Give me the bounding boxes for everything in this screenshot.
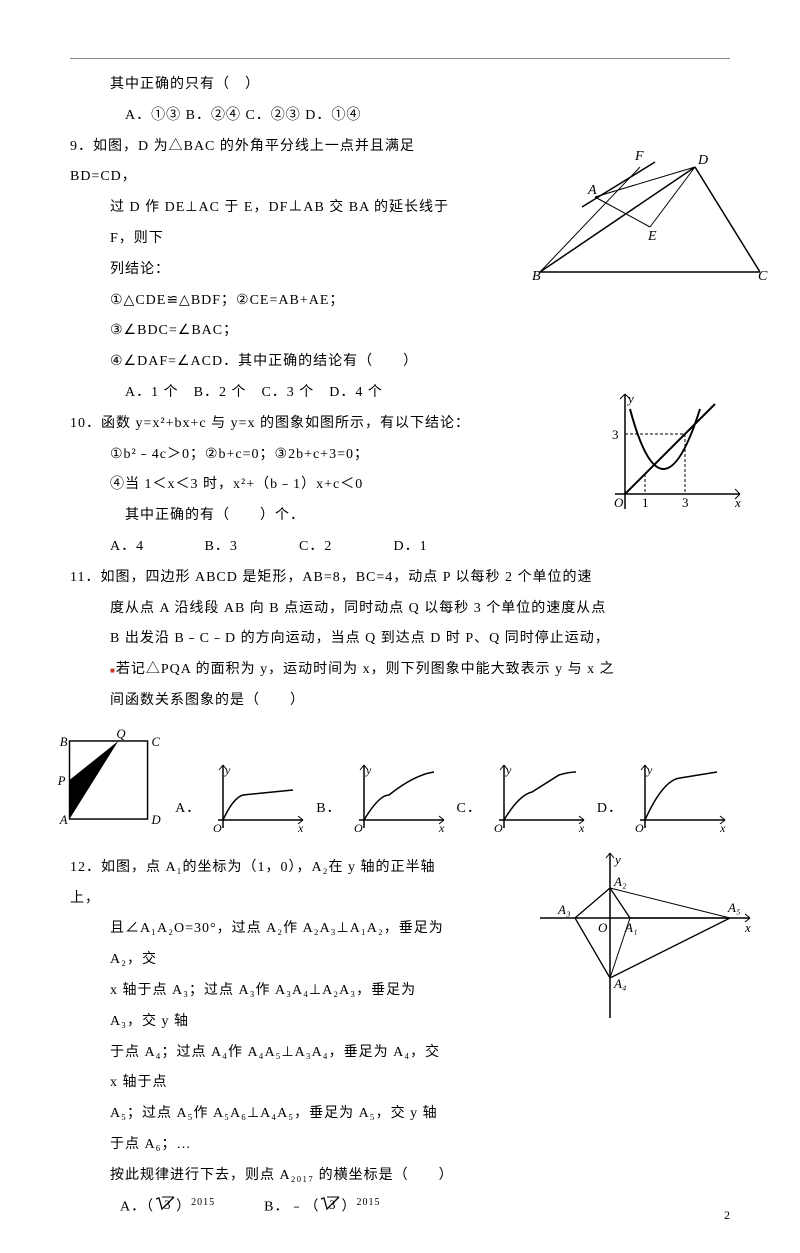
q11-line3: B 出发沿 B﹣C﹣D 的方向运动，当点 Q 到达点 D 时 P、Q 同时停止运… [70, 624, 730, 655]
q11-line2: 度从点 A 沿线段 AB 向 B 点运动，同时动点 Q 以每秒 3 个单位的速度… [70, 594, 730, 625]
svg-text:B: B [532, 269, 541, 282]
q12-optB-pre: B．﹣（ [264, 1199, 319, 1214]
svg-text:x: x [297, 821, 304, 835]
q12-optA-exp: 2015 [191, 1197, 215, 1208]
svg-text:x: x [578, 821, 585, 835]
svg-text:O: O [614, 495, 624, 510]
svg-text:F: F [634, 149, 644, 164]
q9-line1: 9．如图，D 为△BAC 的外角平分线上一点并且满足 BD=CD， [70, 132, 470, 194]
q9-line4: ①△CDE≌△BDF；②CE=AB+AE；③∠BDC=∠BAC； [70, 286, 470, 348]
q10-line1: 10．函数 y=x²+bx+c 与 y=x 的图象如图所示，有以下结论： [70, 409, 510, 440]
page-number: 2 [724, 1208, 730, 1223]
q10-options: A．4 B．3 C．2 D．1 [70, 532, 510, 563]
q12-line2: 且∠A₁A₂O=30°，过点 A₂作 A₂A₃⊥A₁A₂，垂足为 A₂，交 [70, 914, 450, 976]
svg-text:C: C [758, 269, 768, 282]
svg-text:y: y [646, 763, 653, 777]
q10-line4: 其中正确的有（ ）个． [70, 501, 510, 532]
q9-figure: A B C D E F [530, 142, 770, 287]
q11-optC-label: C． [457, 794, 482, 825]
svg-text:x: x [744, 920, 751, 935]
q12-line3: x 轴于点 A₃；过点 A₃作 A₃A₄⊥A₂A₃，垂足为 A₃，交 y 轴 [70, 976, 450, 1038]
svg-text:Q: Q [116, 727, 125, 741]
q10-text1: 函数 y=x²+bx+c 与 y=x 的图象如图所示，有以下结论： [101, 416, 470, 431]
q10-optB: B．3 [205, 532, 295, 563]
q11-optB-label: B． [316, 794, 341, 825]
svg-text:O: O [635, 821, 644, 835]
q11-text1: 如图，四边形 ABCD 是矩形，AB=8，BC=4，动点 P 以每秒 2 个单位… [100, 570, 592, 585]
q10-optC: C．2 [299, 532, 389, 563]
svg-text:A: A [587, 183, 597, 198]
svg-text:O: O [213, 821, 222, 835]
svg-text:x: x [719, 821, 726, 835]
svg-text:A₁: A₁ [624, 920, 637, 935]
q8-stem: 其中正确的只有（ ） [70, 70, 730, 101]
svg-text:y: y [505, 763, 512, 777]
q10-number: 10． [70, 416, 101, 431]
svg-text:3: 3 [682, 495, 689, 510]
q8-options: A．①③ B．②④ C．②③ D．①④ [70, 101, 730, 132]
svg-text:y: y [626, 391, 634, 406]
q11-rect-figure: B C D A P Q [50, 725, 167, 835]
q11-optD-label: D． [597, 794, 623, 825]
q9-line3: 列结论： [70, 255, 470, 286]
svg-text:D: D [697, 153, 708, 168]
svg-text:B: B [60, 735, 68, 749]
q12-line6: 按此规律进行下去，则点 A₂₀₁₇ 的横坐标是（ ） [70, 1161, 450, 1192]
q12-line1: 12．如图，点 A₁的坐标为（1，0），A₂在 y 轴的正半轴上， [70, 853, 450, 915]
q9-line2: 过 D 作 DE⊥AC 于 E，DF⊥AB 交 BA 的延长线于 F，则下 [70, 193, 470, 255]
svg-text:3: 3 [164, 1197, 172, 1212]
q11-line1: 11．如图，四边形 ABCD 是矩形，AB=8，BC=4，动点 P 以每秒 2 … [70, 563, 730, 594]
q12-optB-exp: 2015 [356, 1197, 380, 1208]
q11-optA-graph: y x O [203, 760, 308, 835]
svg-text:C: C [151, 735, 160, 749]
q9-options: A．1 个 B．2 个 C．3 个 D．4 个 [70, 378, 470, 409]
q11-number: 11． [70, 570, 100, 585]
q12-optB-suf: ） [341, 1199, 356, 1214]
svg-text:D: D [150, 813, 160, 827]
svg-text:A₅: A₅ [727, 900, 740, 915]
svg-text:y: y [365, 763, 372, 777]
q11-line5: 间函数关系图象的是（ ） [70, 686, 730, 717]
q10-line2: ①b²﹣4c＞0；②b+c=0；③2b+c+3=0； [70, 440, 510, 471]
q9-line5: ④∠DAF=∠ACD．其中正确的结论有（ ） [70, 347, 470, 378]
q12-figure: y x O A₁ A₂ A₃ A₄ A₅ [530, 848, 760, 1028]
svg-text:3: 3 [329, 1197, 337, 1212]
svg-text:O: O [494, 821, 503, 835]
svg-text:1: 1 [642, 495, 649, 510]
q11-optA-label: A． [175, 794, 201, 825]
q11-text4: 若记△PQA 的面积为 y，运动时间为 x，则下列图象中能大致表示 y 与 x … [116, 662, 615, 677]
q9-number: 9． [70, 139, 93, 154]
q11-optB-graph: y x O [344, 760, 449, 835]
svg-text:O: O [598, 920, 608, 935]
q9-text1: 如图，D 为△BAC 的外角平分线上一点并且满足 BD=CD， [70, 139, 415, 185]
q12-options: A．（3）2015 B．﹣（3）2015 [70, 1192, 450, 1223]
q10-optD: D．1 [394, 532, 484, 563]
svg-text:x: x [438, 821, 445, 835]
q11-figures-row: B C D A P Q A． y x O B． [50, 725, 730, 835]
q10-line3: ④当 1＜x＜3 时，x²+（b﹣1）x+c＜0 [70, 470, 510, 501]
svg-text:O: O [354, 821, 363, 835]
svg-text:A: A [59, 813, 68, 827]
q10-figure: y x O 1 3 3 [600, 389, 750, 524]
svg-text:A₃: A₃ [557, 902, 570, 917]
q11-line4: ■若记△PQA 的面积为 y，运动时间为 x，则下列图象中能大致表示 y 与 x… [70, 655, 730, 686]
q11-optD-graph: y x O [625, 760, 730, 835]
q12-optA-pre: A．（ [120, 1199, 154, 1214]
q12-line4: 于点 A₄；过点 A₄作 A₄A₅⊥A₃A₄，垂足为 A₄，交 x 轴于点 [70, 1038, 450, 1100]
svg-text:E: E [647, 229, 657, 244]
svg-text:x: x [734, 495, 741, 510]
q12-text1: 如图，点 A₁的坐标为（1，0），A₂在 y 轴的正半轴上， [70, 860, 435, 906]
q11-optC-graph: y x O [484, 760, 589, 835]
svg-text:A₂: A₂ [613, 874, 627, 889]
q12-number: 12． [70, 860, 101, 875]
svg-text:y: y [224, 763, 231, 777]
svg-text:P: P [57, 774, 66, 788]
q12-line5: A₅；过点 A₅作 A₅A₆⊥A₄A₅，垂足为 A₅，交 y 轴于点 A₆；… [70, 1099, 450, 1161]
svg-text:3: 3 [612, 427, 619, 442]
q12-optA-suf: ） [176, 1199, 191, 1214]
page-top-rule [70, 58, 730, 59]
svg-text:y: y [613, 852, 621, 867]
svg-text:A₄: A₄ [613, 976, 627, 991]
q10-optA: A．4 [110, 532, 200, 563]
